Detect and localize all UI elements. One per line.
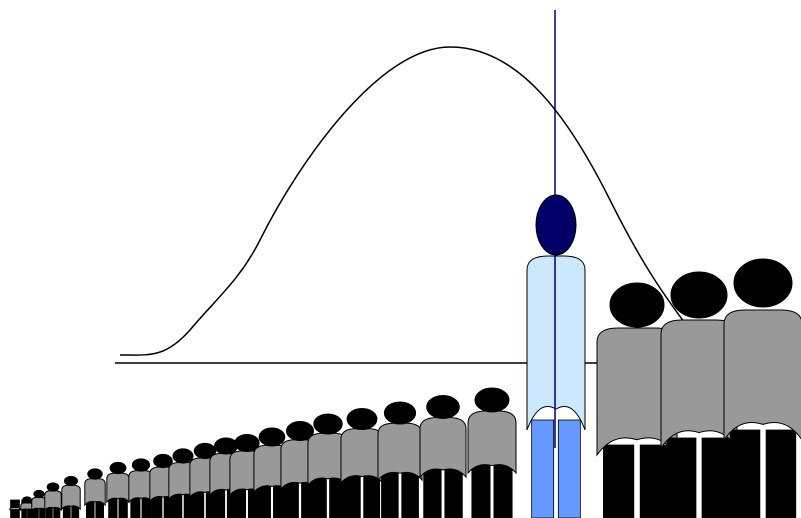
body [31,496,47,512]
leg [666,437,697,518]
body [61,484,81,511]
head [131,458,151,472]
leg [471,462,491,518]
bell-curve [119,46,691,356]
person [526,194,586,518]
head [426,394,460,420]
head [87,468,103,480]
leg [639,444,672,518]
leg [310,474,327,518]
body [106,472,130,504]
person [723,258,801,518]
person [9,499,21,518]
leg [423,466,442,518]
head [193,442,217,460]
head [258,427,286,447]
head [22,496,32,504]
head [33,489,45,499]
head [63,475,79,487]
leg [493,462,513,518]
head [46,482,60,492]
head [535,194,577,256]
head [153,453,173,469]
head [285,420,315,442]
body [419,417,467,479]
head [10,501,20,509]
head [383,401,417,425]
leg [557,419,581,518]
head [234,433,260,453]
body [723,309,801,442]
person [467,387,517,518]
leg [603,444,635,518]
head [214,437,238,455]
body [526,255,586,431]
leg [765,429,797,518]
head [346,407,378,431]
person [307,413,349,518]
head [609,282,665,328]
person [377,401,423,518]
leg [701,437,732,518]
head [733,258,793,308]
person [31,489,47,518]
leg [381,469,399,518]
head [670,271,728,319]
person [84,468,106,518]
head [109,461,127,475]
leg [363,472,381,518]
person [660,271,738,518]
person [44,482,62,518]
person [61,475,81,518]
leg [401,469,419,518]
person [419,394,467,518]
body [377,422,423,482]
leg [531,419,555,518]
leg [729,429,761,518]
body [84,478,106,507]
person [340,407,384,518]
body [44,490,62,512]
person [128,458,154,518]
body [467,410,517,475]
head [313,413,343,435]
leg [343,472,361,518]
person [106,461,130,518]
body [340,428,384,485]
people [9,194,801,518]
head [474,387,510,413]
head [172,448,194,464]
person [596,282,678,518]
leg [444,466,463,518]
